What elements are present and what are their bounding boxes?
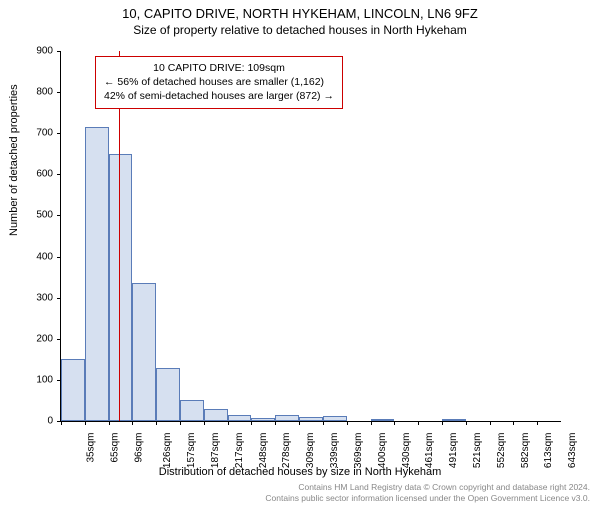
x-tick-label: 339sqm xyxy=(329,433,340,469)
x-tick-label: 643sqm xyxy=(567,433,578,469)
x-tick-label: 552sqm xyxy=(496,433,507,469)
info-line-1: 10 CAPITO DRIVE: 109sqm xyxy=(104,61,334,75)
x-tick-label: 369sqm xyxy=(353,433,364,469)
x-tick-mark xyxy=(275,421,276,425)
page-subtitle: Size of property relative to detached ho… xyxy=(0,23,600,37)
info-line-3: 42% of semi-detached houses are larger (… xyxy=(104,89,334,103)
x-tick-mark xyxy=(490,421,491,425)
y-tick-label: 900 xyxy=(23,46,53,57)
footer-attribution-1: Contains HM Land Registry data © Crown c… xyxy=(298,482,590,492)
y-tick-label: 0 xyxy=(23,416,53,427)
histogram-bar xyxy=(132,283,156,421)
x-tick-mark xyxy=(61,421,62,425)
x-tick-label: 126sqm xyxy=(163,433,174,469)
histogram-bar xyxy=(251,418,275,421)
footer-attribution-2: Contains public sector information licen… xyxy=(265,493,590,503)
histogram-bar xyxy=(442,419,466,421)
y-tick-mark xyxy=(57,298,61,299)
x-tick-mark xyxy=(418,421,419,425)
y-tick-label: 500 xyxy=(23,210,53,221)
x-tick-label: 65sqm xyxy=(109,433,120,463)
y-tick-label: 200 xyxy=(23,333,53,344)
histogram-bar xyxy=(109,154,133,421)
x-tick-mark xyxy=(442,421,443,425)
y-tick-mark xyxy=(57,133,61,134)
x-tick-mark xyxy=(537,421,538,425)
x-tick-label: 582sqm xyxy=(520,433,531,469)
x-tick-mark xyxy=(85,421,86,425)
x-tick-mark xyxy=(228,421,229,425)
y-tick-label: 700 xyxy=(23,128,53,139)
x-tick-mark xyxy=(251,421,252,425)
x-tick-mark xyxy=(180,421,181,425)
x-tick-label: 278sqm xyxy=(282,433,293,469)
y-tick-label: 100 xyxy=(23,374,53,385)
x-tick-label: 430sqm xyxy=(401,433,412,469)
y-tick-mark xyxy=(57,339,61,340)
x-tick-mark xyxy=(156,421,157,425)
x-tick-mark xyxy=(513,421,514,425)
histogram-bar xyxy=(299,417,323,421)
x-tick-mark xyxy=(347,421,348,425)
x-tick-mark xyxy=(132,421,133,425)
y-tick-label: 800 xyxy=(23,87,53,98)
histogram-bar xyxy=(61,359,85,421)
y-tick-label: 600 xyxy=(23,169,53,180)
x-tick-mark xyxy=(466,421,467,425)
histogram-bar xyxy=(180,400,204,421)
histogram-bar xyxy=(371,419,395,421)
x-tick-label: 461sqm xyxy=(424,433,435,469)
x-tick-mark xyxy=(204,421,205,425)
y-tick-mark xyxy=(57,257,61,258)
x-tick-label: 613sqm xyxy=(543,433,554,469)
x-tick-label: 521sqm xyxy=(472,433,483,469)
x-tick-label: 217sqm xyxy=(234,433,245,469)
histogram-bar xyxy=(85,127,109,421)
marker-info-box: 10 CAPITO DRIVE: 109sqm ← 56% of detache… xyxy=(95,56,343,109)
x-tick-mark xyxy=(371,421,372,425)
x-tick-label: 309sqm xyxy=(305,433,316,469)
x-tick-label: 96sqm xyxy=(133,433,144,463)
x-tick-label: 157sqm xyxy=(186,433,197,469)
x-tick-label: 248sqm xyxy=(258,433,269,469)
x-tick-label: 491sqm xyxy=(448,433,459,469)
x-tick-mark xyxy=(299,421,300,425)
histogram-bar xyxy=(156,368,180,421)
info-line-2: ← 56% of detached houses are smaller (1,… xyxy=(104,75,334,89)
histogram-bar xyxy=(323,416,347,421)
x-tick-label: 35sqm xyxy=(86,433,97,463)
y-tick-mark xyxy=(57,174,61,175)
x-tick-mark xyxy=(394,421,395,425)
page-title: 10, CAPITO DRIVE, NORTH HYKEHAM, LINCOLN… xyxy=(0,6,600,21)
y-tick-mark xyxy=(57,51,61,52)
histogram-bar xyxy=(204,409,228,421)
histogram-bar xyxy=(228,415,252,421)
y-tick-mark xyxy=(57,215,61,216)
y-axis-label: Number of detached properties xyxy=(8,84,20,236)
y-tick-label: 400 xyxy=(23,251,53,262)
x-axis-label: Distribution of detached houses by size … xyxy=(0,466,600,478)
y-tick-mark xyxy=(57,92,61,93)
y-tick-label: 300 xyxy=(23,292,53,303)
x-tick-mark xyxy=(323,421,324,425)
x-tick-label: 400sqm xyxy=(377,433,388,469)
histogram-bar xyxy=(275,415,299,421)
x-tick-label: 187sqm xyxy=(210,433,221,469)
x-tick-mark xyxy=(109,421,110,425)
